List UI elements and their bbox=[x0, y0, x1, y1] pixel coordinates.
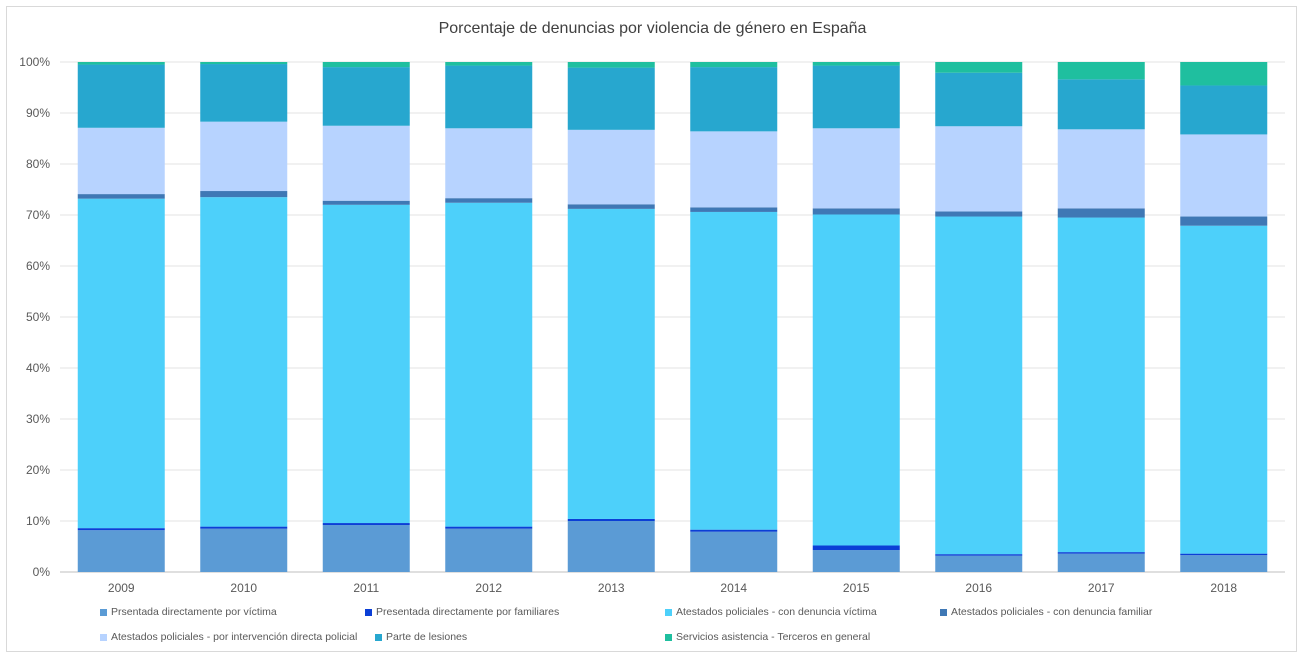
bar-segment-2018-s1 bbox=[1180, 555, 1268, 572]
bar-segment-2018-s2 bbox=[1180, 553, 1268, 556]
y-tick-label: 100% bbox=[19, 55, 50, 69]
x-tick-label: 2012 bbox=[475, 581, 502, 595]
bar-segment-2009-s1 bbox=[77, 530, 165, 572]
y-tick-label: 20% bbox=[26, 463, 50, 477]
bar-segment-2015-s2 bbox=[812, 545, 900, 551]
bar-segment-2009-s2 bbox=[77, 528, 165, 531]
y-tick-label: 30% bbox=[26, 412, 50, 426]
bar-segment-2010-s7 bbox=[200, 62, 288, 65]
bar-segment-2013-s5 bbox=[567, 129, 655, 205]
bar-segment-2012-s3 bbox=[445, 202, 533, 527]
bar-segment-2017-s2 bbox=[1057, 552, 1145, 554]
bar-segment-2015-s6 bbox=[812, 65, 900, 129]
bar-segment-2009-s4 bbox=[77, 194, 165, 199]
y-tick-label: 0% bbox=[33, 565, 51, 579]
bar-segment-2010-s5 bbox=[200, 121, 288, 192]
bar-segment-2013-s2 bbox=[567, 518, 655, 521]
bar-segment-2012-s5 bbox=[445, 128, 533, 199]
bar-segment-2013-s3 bbox=[567, 208, 655, 519]
bar-segment-2014-s2 bbox=[690, 529, 778, 532]
bar-segment-2009-s6 bbox=[77, 64, 165, 128]
bar-segment-2013-s4 bbox=[567, 204, 655, 209]
y-tick-label: 80% bbox=[26, 157, 50, 171]
bar-segment-2017-s1 bbox=[1057, 553, 1145, 572]
x-tick-label: 2011 bbox=[353, 581, 379, 595]
bar-segment-2011-s1 bbox=[322, 525, 410, 572]
bar-segment-2016-s4 bbox=[935, 211, 1023, 217]
chart-title: Porcentaje de denuncias por violencia de… bbox=[438, 20, 867, 37]
bar-segment-2014-s7 bbox=[690, 62, 778, 68]
bar-segment-2018-s3 bbox=[1180, 225, 1268, 554]
bar-segment-2010-s6 bbox=[200, 64, 288, 122]
bar-segment-2012-s1 bbox=[445, 528, 533, 572]
bar-segment-2018-s4 bbox=[1180, 216, 1268, 226]
bar-segment-2011-s7 bbox=[322, 62, 410, 68]
x-tick-label: 2009 bbox=[108, 581, 135, 595]
bar-segment-2017-s7 bbox=[1057, 62, 1145, 80]
bar-segment-2016-s7 bbox=[935, 62, 1023, 73]
bar-segment-2010-s4 bbox=[200, 191, 288, 198]
y-tick-label: 70% bbox=[26, 208, 50, 222]
bar-segment-2016-s2 bbox=[935, 554, 1023, 556]
bar-segment-2016-s6 bbox=[935, 72, 1023, 127]
bar-segment-2009-s7 bbox=[77, 62, 165, 65]
bar-segment-2011-s3 bbox=[322, 204, 410, 524]
bar-segment-2013-s1 bbox=[567, 521, 655, 572]
x-tick-label: 2017 bbox=[1088, 581, 1115, 595]
bar-segment-2010-s1 bbox=[200, 528, 288, 572]
bar-segment-2018-s6 bbox=[1180, 85, 1268, 135]
bar-segment-2011-s6 bbox=[322, 67, 410, 126]
x-tick-label: 2016 bbox=[965, 581, 992, 595]
bar-segment-2011-s4 bbox=[322, 200, 410, 205]
bar-segment-2012-s2 bbox=[445, 526, 533, 529]
y-tick-label: 90% bbox=[26, 106, 50, 120]
bar-segment-2014-s6 bbox=[690, 67, 778, 132]
y-tick-label: 10% bbox=[26, 514, 50, 528]
x-tick-label: 2014 bbox=[720, 581, 747, 595]
bar-segment-2015-s5 bbox=[812, 128, 900, 209]
bar-segment-2014-s5 bbox=[690, 131, 778, 208]
bar-segment-2017-s3 bbox=[1057, 217, 1145, 553]
x-tick-label: 2018 bbox=[1210, 581, 1237, 595]
bar-segment-2018-s5 bbox=[1180, 134, 1268, 217]
bar-segment-2012-s7 bbox=[445, 62, 533, 66]
bar-segment-2011-s5 bbox=[322, 125, 410, 201]
bar-segment-2016-s5 bbox=[935, 126, 1023, 212]
bar-segment-2014-s4 bbox=[690, 207, 778, 212]
bar-segment-2014-s1 bbox=[690, 531, 778, 572]
bar-segment-2010-s2 bbox=[200, 526, 288, 529]
bar-segment-2018-s7 bbox=[1180, 62, 1268, 86]
bar-segment-2015-s3 bbox=[812, 214, 900, 546]
bar-segment-2016-s1 bbox=[935, 555, 1023, 572]
y-tick-label: 40% bbox=[26, 361, 50, 375]
y-tick-label: 50% bbox=[26, 310, 50, 324]
bar-segment-2013-s7 bbox=[567, 62, 655, 68]
bar-segment-2017-s5 bbox=[1057, 129, 1145, 209]
y-tick-label: 60% bbox=[26, 259, 50, 273]
bar-segment-2013-s6 bbox=[567, 67, 655, 130]
x-tick-label: 2013 bbox=[598, 581, 625, 595]
bar-segment-2009-s5 bbox=[77, 127, 165, 195]
bar-segment-2010-s3 bbox=[200, 197, 288, 527]
bar-segment-2017-s6 bbox=[1057, 79, 1145, 130]
bar-segment-2015-s1 bbox=[812, 550, 900, 572]
x-tick-label: 2010 bbox=[230, 581, 257, 595]
bar-segment-2015-s4 bbox=[812, 208, 900, 215]
bar-segment-2015-s7 bbox=[812, 62, 900, 66]
bar-segment-2009-s3 bbox=[77, 198, 165, 529]
bar-segment-2016-s3 bbox=[935, 216, 1023, 555]
x-tick-label: 2015 bbox=[843, 581, 870, 595]
bar-segment-2011-s2 bbox=[322, 523, 410, 526]
bar-segment-2012-s6 bbox=[445, 65, 533, 129]
bar-segment-2014-s3 bbox=[690, 211, 778, 530]
bar-segment-2012-s4 bbox=[445, 198, 533, 203]
bar-segment-2017-s4 bbox=[1057, 208, 1145, 218]
